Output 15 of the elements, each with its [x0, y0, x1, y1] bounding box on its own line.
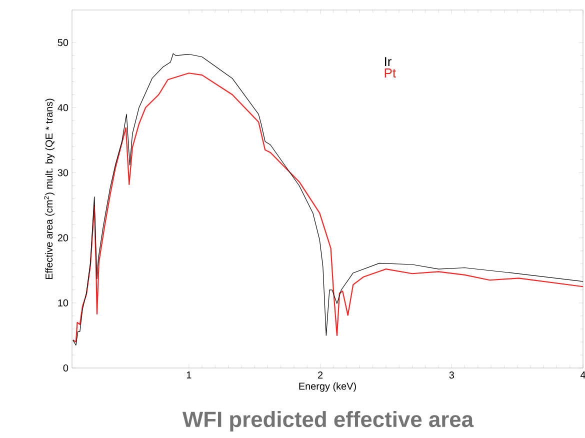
y-tick-label: 0 [63, 364, 68, 372]
x-tick-label: 2 [318, 372, 323, 378]
y-tick-label: 40 [58, 104, 68, 112]
y-axis-title: Effective area (cm$^{2}$) mult. by (QE * trans) [44, 98, 55, 280]
text: Pt [384, 68, 396, 78]
x-tick-label: 4 [580, 372, 585, 378]
text: Ir [384, 57, 392, 66]
y-tick-label: 10 [58, 299, 68, 306]
text: WFI predicted effective area [182, 411, 474, 432]
y-tick-label: 20 [58, 234, 68, 242]
x-tick-label: 1 [186, 372, 192, 378]
x-axis-title: Energy (keV) [299, 382, 356, 392]
y-tick-label: 30 [58, 169, 68, 176]
x-tick-label: 3 [449, 372, 454, 379]
y-tick-label: 50 [58, 39, 68, 46]
